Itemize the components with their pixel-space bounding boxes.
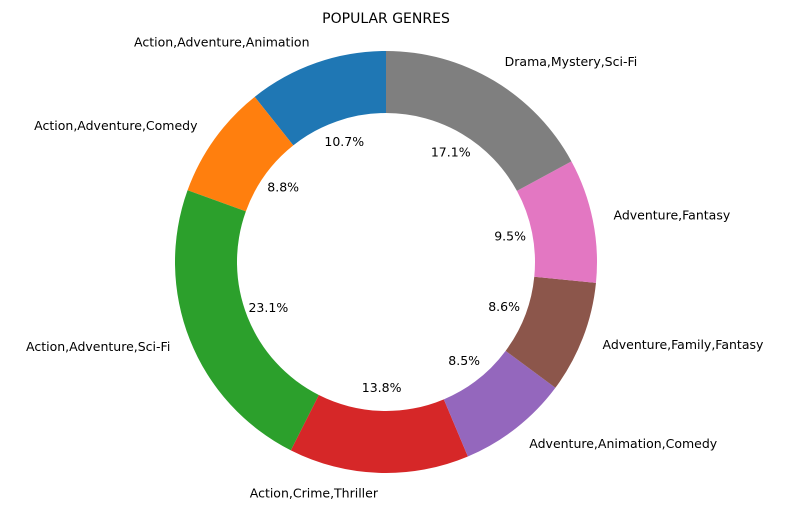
category-label-4: Adventure,Animation,Comedy [529,436,718,451]
percent-label-7: 17.1% [431,145,471,160]
slice-5 [505,276,596,388]
percent-label-3: 13.8% [362,380,402,395]
slice-4 [443,350,556,457]
slices-group [175,51,597,473]
percent-label-4: 8.5% [448,353,480,368]
category-labels-group: Action,Adventure,Animation Action,Adventu… [26,34,764,500]
category-label-5: Adventure,Family,Fantasy [602,337,764,352]
category-label-6: Adventure,Fantasy [614,208,731,223]
category-label-2: Action,Adventure,Sci-Fi [26,339,170,354]
category-label-1: Action,Adventure,Comedy [34,118,198,133]
slice-3 [290,395,468,473]
slice-6 [516,161,597,283]
category-label-7: Drama,Mystery,Sci-Fi [505,54,638,69]
percent-label-0: 10.7% [324,134,364,149]
category-label-0: Action,Adventure,Animation [134,34,309,49]
category-label-3: Action,Crime,Thriller [250,485,379,500]
percent-label-5: 8.6% [488,299,520,314]
percent-label-1: 8.8% [267,180,299,195]
slice-2 [175,190,319,451]
chart-title: POPULAR GENRES [322,11,450,27]
slice-1 [187,96,294,212]
percent-label-6: 9.5% [494,228,526,243]
percent-labels-group: 10.7% 8.8% 23.1% 13.8% 8.5% 8.6% 9.5% 17.1% [248,134,526,395]
slice-7 [386,51,572,191]
slice-0 [254,51,386,146]
percent-label-2: 23.1% [248,300,288,315]
